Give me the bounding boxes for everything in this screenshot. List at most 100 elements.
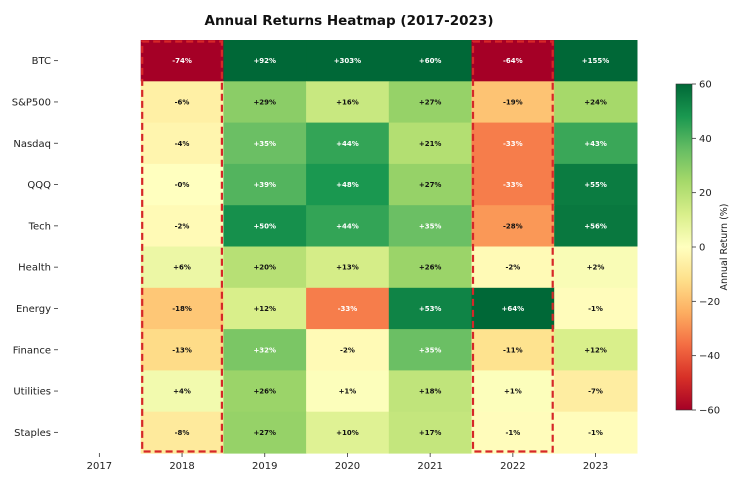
cell-tech-2023-label: +56% (584, 222, 607, 230)
cell-btc-2019 (223, 40, 307, 82)
cell-nasdaq-2017 (58, 122, 142, 165)
cell-health-2023-label: +2% (587, 264, 605, 272)
col-label-2022: 2022 (500, 461, 525, 472)
cell-energy-2022 (471, 287, 555, 330)
cell-finance-2019-label: +32% (253, 346, 276, 354)
cell-utilities-2020-label: +1% (339, 388, 357, 396)
cell-staples-2023 (554, 411, 638, 454)
cell-qqq-2018 (140, 163, 224, 206)
cell-tech-2021 (388, 205, 473, 248)
row-label-qqq: QQQ (27, 180, 51, 191)
row-label-health: Health (18, 263, 51, 274)
colorbar-tick-label: 20 (699, 188, 712, 199)
cell-finance-2017 (58, 329, 142, 371)
cell-btc-2023-label: +155% (582, 57, 610, 65)
cell-energy-2020-label: -33% (338, 305, 358, 313)
cell-energy-2020 (306, 287, 390, 330)
cell-utilities-2022-label: +1% (504, 388, 522, 396)
cell-health-2018 (140, 246, 224, 289)
cell-health-2023 (554, 246, 638, 289)
cell-energy-2019 (223, 287, 307, 330)
cell-energy-2018-label: -18% (172, 305, 192, 313)
cell-finance-2022-label: -11% (503, 346, 523, 354)
cell-sp500-2021-label: +27% (419, 98, 442, 106)
cell-finance-2023 (554, 329, 638, 371)
cell-sp500-2017 (58, 81, 142, 124)
cell-staples-2022 (471, 411, 555, 454)
cell-staples-2017 (58, 411, 142, 454)
cell-sp500-2018 (140, 81, 224, 124)
cell-nasdaq-2023 (554, 122, 638, 165)
cell-qqq-2019 (223, 163, 307, 206)
cell-staples-2022-label: -1% (505, 429, 520, 437)
column-labels: 2017 2018 2019 2020 2021 2022 2023 (87, 453, 608, 472)
cell-utilities-2018 (140, 370, 224, 413)
cell-finance-2023-label: +12% (584, 346, 607, 354)
row-label-finance: Finance (13, 345, 51, 356)
cell-staples-2019 (223, 411, 307, 454)
cell-qqq-2017 (58, 163, 142, 206)
cell-nasdaq-2023-label: +43% (584, 140, 607, 148)
cell-btc-2023 (554, 40, 638, 82)
cell-utilities-2021 (388, 370, 473, 413)
row-label-btc: BTC (32, 56, 51, 67)
cell-nasdaq-2018-label: -4% (175, 140, 190, 148)
cell-finance-2019 (223, 329, 307, 371)
cell-utilities-2022 (471, 370, 555, 413)
cell-health-2017 (58, 246, 142, 289)
cell-nasdaq-2019 (223, 122, 307, 165)
cell-tech-2022 (471, 205, 555, 248)
cell-qqq-2023-label: +55% (584, 181, 607, 189)
cell-nasdaq-2021-label: +21% (419, 140, 442, 148)
cell-btc-2020 (306, 40, 390, 82)
highlight-2022 (471, 40, 554, 453)
cell-staples-2021 (388, 411, 473, 454)
cell-tech-2018 (140, 205, 224, 248)
cell-energy-2017 (58, 287, 142, 330)
cell-btc-2021-label: +60% (419, 57, 442, 65)
cell-btc-2020-label: +303% (334, 57, 362, 65)
cell-health-2021-label: +26% (419, 264, 442, 272)
cell-health-2018-label: +6% (173, 264, 191, 272)
cell-utilities-2023-label: -7% (588, 388, 603, 396)
highlight-2018 (141, 40, 223, 453)
cell-qqq-2020 (306, 163, 390, 206)
cell-finance-2020 (306, 329, 390, 371)
cell-health-2021 (388, 246, 473, 289)
cell-tech-2020-label: +44% (336, 222, 359, 230)
row-label-staples: Staples (14, 428, 51, 439)
colorbar-tick-label: 40 (699, 134, 712, 145)
cell-qqq-2018-label: -0% (175, 181, 190, 189)
cell-health-2020-label: +13% (336, 264, 359, 272)
cell-energy-2023-label: -1% (588, 305, 603, 313)
colorbar-tick-label: −40 (699, 351, 720, 362)
cell-nasdaq-2021 (388, 122, 473, 165)
cell-staples-2023-label: -1% (588, 429, 603, 437)
cell-nasdaq-2022 (471, 122, 555, 165)
cell-sp500-2020-label: +16% (336, 98, 359, 106)
cell-health-2022-label: -2% (505, 264, 520, 272)
highlight-boxes (141, 40, 554, 453)
cell-tech-2019 (223, 205, 307, 248)
row-labels: BTC S&P500 Nasdaq QQQ Tech Health Energy Financ… (12, 56, 58, 439)
cell-sp500-2019 (223, 81, 307, 124)
cell-qqq-2022-label: -33% (503, 181, 523, 189)
chart-title: Annual Returns Heatmap (2017-2023) (205, 13, 494, 29)
cell-sp500-2023 (554, 81, 638, 124)
colorbar-bar (675, 83, 693, 411)
col-label-2017: 2017 (87, 461, 112, 472)
cell-finance-2018-label: -13% (172, 346, 192, 354)
cell-qqq-2021-label: +27% (419, 181, 442, 189)
col-label-2019: 2019 (252, 461, 277, 472)
cell-sp500-2022 (471, 81, 555, 124)
cell-tech-2023 (554, 205, 638, 248)
col-label-2020: 2020 (335, 461, 360, 472)
cell-utilities-2023 (554, 370, 638, 413)
cell-nasdaq-2019-label: +35% (253, 140, 276, 148)
cell-utilities-2018-label: +4% (173, 388, 191, 396)
cell-qqq-2020-label: +48% (336, 181, 359, 189)
row-label-tech: Tech (28, 221, 51, 232)
cell-qqq-2022 (471, 163, 555, 206)
cell-nasdaq-2020 (306, 122, 390, 165)
